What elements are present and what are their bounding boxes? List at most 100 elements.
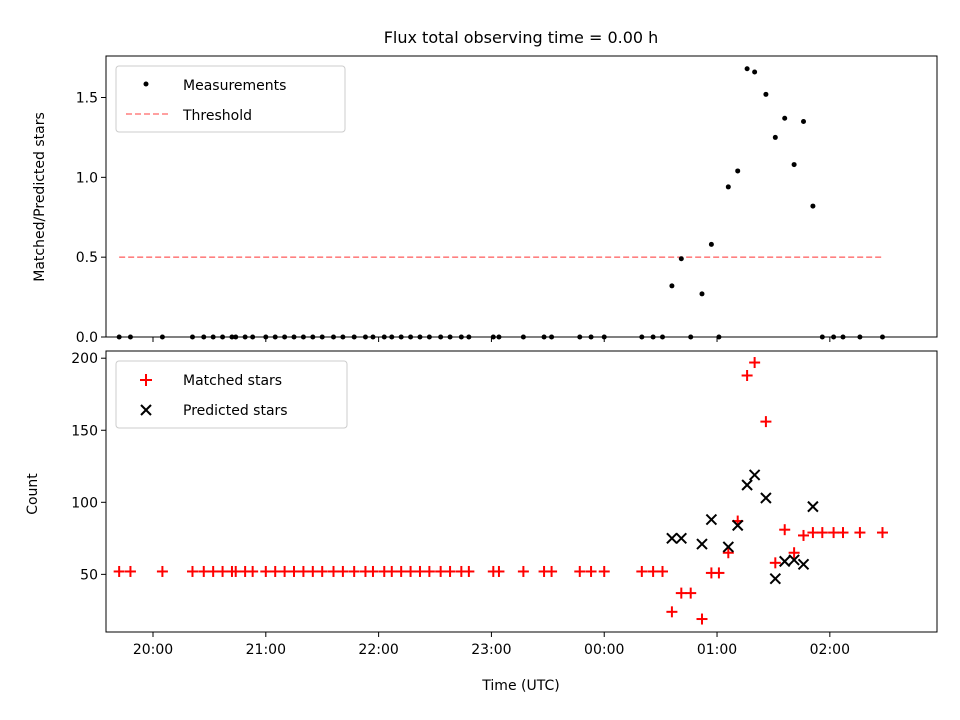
y-tick-label: 1.0 <box>76 170 98 186</box>
measurement-point <box>716 334 722 340</box>
matched-star-point <box>517 565 529 577</box>
y-tick-label: 1.5 <box>76 91 98 107</box>
matched-star-point <box>386 565 398 577</box>
y-tick-label: 150 <box>71 423 98 439</box>
x-tick-label: 21:00 <box>246 642 286 658</box>
matched-star-point <box>816 527 828 539</box>
bottom-x-ticks: 20:00 21:00 22:00 23:00 00:00 01:00 02:00 <box>133 632 850 658</box>
matched-star-point <box>760 416 772 428</box>
measurement-point <box>577 334 583 340</box>
matched-star-point <box>230 565 242 577</box>
matched-star-point <box>798 529 810 541</box>
measurement-point <box>708 241 714 247</box>
measurement-point <box>601 334 607 340</box>
matched-star-point <box>647 565 659 577</box>
measurement-point <box>490 334 496 340</box>
matched-star-point <box>598 565 610 577</box>
measurement-point <box>310 334 316 340</box>
matched-star-point <box>435 565 447 577</box>
measurement-point <box>669 283 675 289</box>
matched-star-point <box>327 565 339 577</box>
matched-star-point <box>207 565 219 577</box>
measurement-point <box>340 334 346 340</box>
legend-measurements-marker <box>143 81 149 87</box>
measurement-point <box>699 291 705 297</box>
measurement-point <box>210 334 216 340</box>
predicted-star-point <box>675 532 688 545</box>
measurement-point <box>272 334 278 340</box>
matched-star-point <box>367 565 379 577</box>
measurement-point <box>381 334 387 340</box>
legend-matched-label: Matched stars <box>183 373 282 389</box>
y-tick-label: 50 <box>80 567 98 583</box>
matched-star-point <box>685 587 697 599</box>
measurement-point <box>639 334 645 340</box>
x-tick-label: 23:00 <box>471 642 511 658</box>
x-tick-label: 20:00 <box>133 642 173 658</box>
measurement-point <box>220 334 226 340</box>
legend-threshold-label: Threshold <box>182 108 252 124</box>
measurement-point <box>370 334 376 340</box>
predicted-star-point <box>779 555 791 568</box>
measurement-point <box>351 334 357 340</box>
measurement-point <box>458 334 464 340</box>
measurement-point <box>398 334 404 340</box>
top-legend: Measurements Threshold <box>115 65 346 133</box>
bottom-y-ticks: 50 100 150 200 <box>71 351 106 583</box>
legend-predicted-marker <box>140 404 152 416</box>
measurement-point <box>879 334 885 340</box>
matched-star-point <box>722 547 734 559</box>
measurement-point <box>782 115 788 121</box>
matched-star-point <box>749 357 761 369</box>
matched-star-point <box>657 565 669 577</box>
measurement-point <box>159 334 165 340</box>
measurement-point <box>330 334 336 340</box>
matched-star-point <box>463 565 475 577</box>
measurement-point <box>389 334 395 340</box>
measurement-point <box>242 334 248 340</box>
measurement-point <box>447 334 453 340</box>
matched-star-point <box>696 613 708 625</box>
matched-star-point <box>113 565 125 577</box>
legend-predicted-label: Predicted stars <box>183 403 288 419</box>
measurement-point <box>588 334 594 340</box>
top-y-ticks: 0.0 0.5 1.0 1.5 <box>76 91 106 346</box>
matched-star-point <box>260 565 272 577</box>
top-series <box>116 66 885 340</box>
matched-star-point <box>348 565 360 577</box>
measurement-point <box>857 334 863 340</box>
predicted-star-point <box>741 479 753 491</box>
measurement-point <box>831 334 837 340</box>
matched-star-point <box>279 565 291 577</box>
measurement-point <box>763 91 769 97</box>
matched-star-point <box>288 565 300 577</box>
measurement-point <box>250 334 256 340</box>
legend-measurements-label: Measurements <box>183 78 286 94</box>
matched-star-point <box>837 527 849 539</box>
matched-star-point <box>585 565 597 577</box>
predicted-star-point <box>797 558 810 570</box>
bottom-legend-box <box>115 360 348 429</box>
bottom-y-axis-label: Count <box>25 473 41 515</box>
measurement-point <box>810 203 816 209</box>
matched-star-point <box>186 565 198 577</box>
matched-star-point <box>675 587 687 599</box>
x-tick-label: 01:00 <box>697 642 737 658</box>
matched-star-point <box>713 567 725 579</box>
matched-star-point <box>779 524 791 536</box>
measurement-point <box>660 334 666 340</box>
y-tick-label: 100 <box>71 495 98 511</box>
matched-star-point <box>405 565 417 577</box>
matched-star-point <box>876 527 888 539</box>
measurement-point <box>282 334 288 340</box>
x-tick-label: 22:00 <box>358 642 398 658</box>
measurement-point <box>362 334 368 340</box>
measurement-point <box>291 334 297 340</box>
measurement-point <box>408 334 414 340</box>
measurement-point <box>189 334 195 340</box>
measurement-point <box>496 334 502 340</box>
predicted-star-point <box>748 469 761 481</box>
matched-star-point <box>854 527 866 539</box>
measurement-point <box>549 334 555 340</box>
